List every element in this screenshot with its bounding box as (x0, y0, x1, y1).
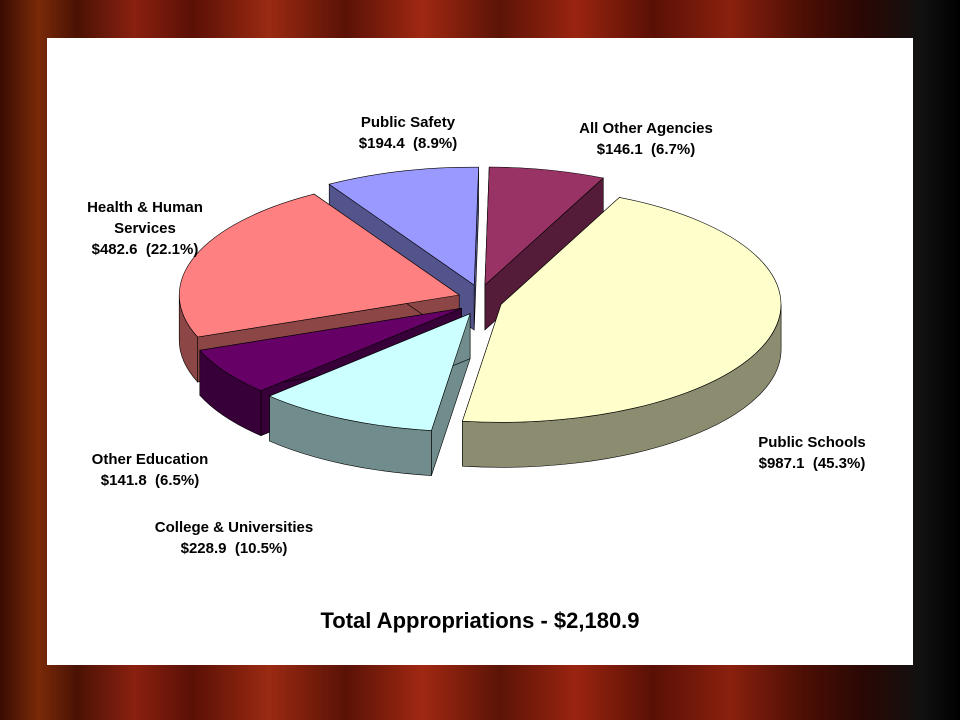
slice (179, 193, 460, 338)
slice (484, 166, 604, 286)
category-name: College & Universities (154, 519, 314, 536)
value-label: $146.1 (6.7%) (596, 141, 696, 158)
value-label: $482.6 (22.1%) (91, 241, 199, 258)
slice-label: Public Schools $987.1 (45.3%) (758, 432, 866, 474)
category-name: Public Safety (360, 114, 456, 131)
slice (199, 308, 462, 392)
chart-title: Total Appropriations - $2,180.9 (320, 608, 640, 633)
slice (328, 166, 479, 286)
value-label: $194.4 (8.9%) (358, 135, 458, 152)
slice (268, 313, 471, 431)
category-name: Health & Human Services (87, 199, 203, 237)
category-name: All Other Agencies (579, 120, 713, 137)
value-label: $987.1 (45.3%) (758, 455, 866, 472)
slice (461, 197, 782, 423)
value-label: $141.8 (6.5%) (100, 472, 200, 489)
category-name: Other Education (91, 451, 209, 468)
slice-label: All Other Agencies $146.1 (6.7%) (579, 118, 713, 160)
slice-label: Other Education $141.8 (6.5%) (92, 449, 209, 491)
slice-label: College & Universities $228.9 (10.5%) (155, 517, 313, 559)
value-label: $228.9 (10.5%) (180, 540, 288, 557)
slice-label: Health & Human Services $482.6 (22.1%) (75, 197, 215, 260)
category-name: Public Schools (758, 434, 866, 451)
slice-label: Public Safety $194.4 (8.9%) (359, 112, 457, 154)
